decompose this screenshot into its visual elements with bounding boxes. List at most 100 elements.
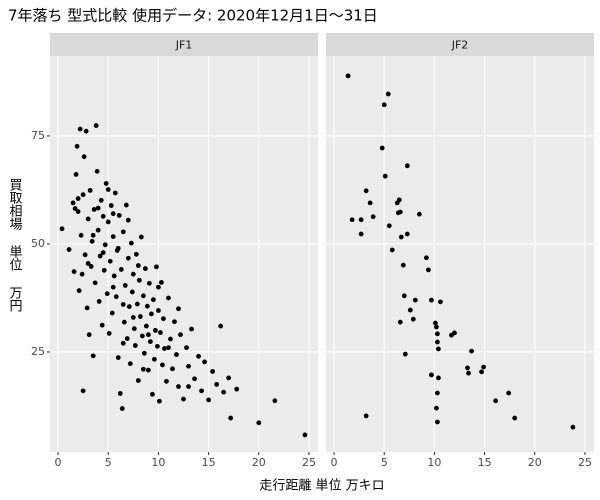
point bbox=[481, 364, 486, 370]
point bbox=[136, 277, 142, 283]
point bbox=[256, 420, 262, 426]
point bbox=[83, 128, 89, 134]
x-tick-label: 25 bbox=[302, 456, 316, 469]
point bbox=[77, 126, 83, 132]
point bbox=[73, 171, 79, 177]
point bbox=[379, 145, 385, 151]
point bbox=[81, 154, 87, 160]
point bbox=[358, 231, 364, 237]
point bbox=[382, 173, 388, 179]
point bbox=[435, 339, 440, 345]
point bbox=[71, 269, 77, 275]
point bbox=[112, 190, 118, 196]
point bbox=[404, 231, 410, 237]
point bbox=[385, 91, 391, 97]
point bbox=[110, 284, 116, 290]
point bbox=[192, 376, 197, 382]
point bbox=[119, 406, 125, 411]
point bbox=[570, 424, 576, 430]
panel bbox=[50, 56, 318, 452]
point bbox=[181, 396, 186, 402]
point bbox=[412, 297, 418, 303]
x-tick-label: 20 bbox=[252, 456, 266, 469]
point bbox=[202, 359, 207, 365]
point bbox=[349, 217, 355, 223]
point bbox=[121, 319, 127, 325]
point bbox=[88, 264, 94, 269]
point bbox=[120, 302, 126, 307]
x-axis-label: 走行距離 単位 万キロ bbox=[259, 478, 384, 494]
point bbox=[423, 255, 429, 261]
x-tick-label: 20 bbox=[528, 456, 542, 469]
point bbox=[395, 210, 401, 216]
point bbox=[82, 252, 88, 258]
point bbox=[126, 304, 132, 310]
x-tick-label: 0 bbox=[331, 456, 338, 469]
point bbox=[226, 375, 232, 381]
point bbox=[143, 323, 149, 329]
point bbox=[92, 280, 98, 286]
point bbox=[370, 214, 376, 220]
point bbox=[400, 262, 406, 268]
point bbox=[95, 205, 101, 211]
point bbox=[59, 226, 65, 232]
point bbox=[149, 391, 155, 397]
point bbox=[147, 339, 153, 345]
point bbox=[436, 375, 441, 381]
point bbox=[75, 209, 81, 214]
point bbox=[512, 415, 518, 421]
point bbox=[433, 320, 438, 326]
point bbox=[166, 345, 171, 351]
point bbox=[108, 203, 114, 208]
point bbox=[428, 297, 434, 303]
point bbox=[363, 188, 369, 194]
point bbox=[172, 319, 177, 325]
point bbox=[135, 263, 141, 268]
point bbox=[168, 336, 173, 342]
x-tick-label: 5 bbox=[381, 456, 388, 469]
panel-title: JF1 bbox=[175, 39, 193, 52]
point bbox=[402, 351, 408, 357]
point bbox=[85, 216, 91, 222]
point bbox=[94, 168, 100, 174]
point bbox=[386, 223, 392, 229]
point bbox=[101, 267, 107, 273]
point bbox=[302, 432, 308, 438]
point bbox=[125, 217, 131, 223]
point bbox=[157, 398, 162, 404]
point bbox=[151, 356, 157, 362]
x-tick-label: 15 bbox=[478, 456, 492, 469]
point bbox=[90, 232, 96, 238]
point bbox=[404, 163, 410, 169]
point bbox=[186, 384, 191, 389]
point bbox=[152, 327, 158, 333]
point bbox=[178, 332, 183, 338]
point bbox=[109, 310, 115, 316]
point bbox=[128, 240, 134, 246]
point bbox=[115, 245, 121, 251]
point bbox=[137, 314, 143, 319]
point bbox=[140, 366, 146, 372]
point bbox=[120, 340, 126, 346]
point bbox=[75, 196, 81, 201]
x-tick-label: 0 bbox=[55, 456, 62, 469]
point bbox=[85, 260, 91, 266]
point bbox=[132, 343, 138, 348]
point bbox=[166, 295, 171, 301]
point bbox=[272, 398, 278, 404]
point bbox=[105, 219, 111, 225]
chart-title: 7年落ち 型式比較 使用データ: 2020年12月1日～31日 bbox=[8, 7, 378, 25]
point bbox=[214, 381, 220, 387]
point bbox=[97, 253, 103, 259]
strip bbox=[326, 33, 594, 56]
point bbox=[189, 326, 194, 332]
point bbox=[428, 372, 434, 378]
point bbox=[159, 280, 164, 285]
point bbox=[397, 319, 403, 325]
point bbox=[156, 284, 161, 290]
point bbox=[135, 378, 141, 383]
point bbox=[70, 200, 76, 206]
point bbox=[100, 213, 106, 219]
point bbox=[221, 389, 227, 395]
